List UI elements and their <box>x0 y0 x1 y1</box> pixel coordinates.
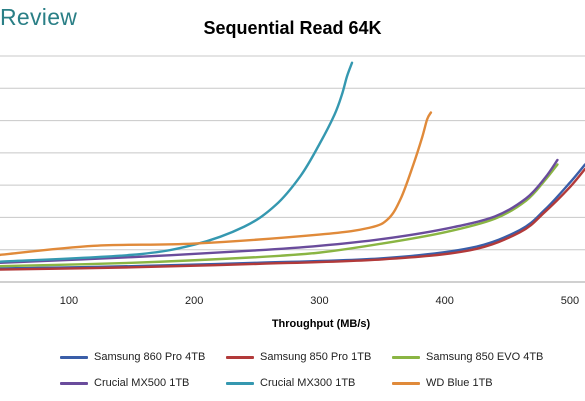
legend-row-1: Samsung 860 Pro 4TB Samsung 850 Pro 1TB … <box>60 344 580 370</box>
legend-swatch <box>60 355 88 359</box>
series-line-crucial-mx300-1tb <box>0 61 354 263</box>
legend-item-samsung-850-pro: Samsung 850 Pro 1TB <box>226 351 386 363</box>
x-tick-label: 300 <box>310 295 328 307</box>
legend-swatch <box>392 381 420 385</box>
series-lines <box>0 61 585 271</box>
chart-title: Sequential Read 64K <box>203 18 382 38</box>
legend-label: Crucial MX500 1TB <box>94 377 190 389</box>
x-axis-title: Throughput (MB/s) <box>272 318 371 330</box>
series-line-samsung-850-pro-1tb <box>0 167 585 271</box>
series-line-crucial-mx500-1tb <box>0 158 559 264</box>
x-tick-label: 400 <box>436 295 454 307</box>
legend-label: WD Blue 1TB <box>426 377 493 389</box>
legend-item-crucial-mx300: Crucial MX300 1TB <box>226 377 386 389</box>
legend-swatch <box>226 381 254 385</box>
grid-lines <box>0 55 585 283</box>
legend-label: Crucial MX300 1TB <box>260 377 356 389</box>
legend-swatch <box>392 355 420 359</box>
legend: Samsung 860 Pro 4TB Samsung 850 Pro 1TB … <box>60 344 580 396</box>
x-tick-label: 500 <box>561 295 579 307</box>
legend-item-samsung-860-pro: Samsung 860 Pro 4TB <box>60 351 220 363</box>
legend-label: Samsung 860 Pro 4TB <box>94 351 206 363</box>
series-line-samsung-850-evo-4tb <box>0 163 559 268</box>
x-tick-labels: 100 200 300 400 500 <box>60 295 579 307</box>
legend-label: Samsung 850 Pro 1TB <box>260 351 372 363</box>
legend-swatch <box>60 381 88 385</box>
legend-swatch <box>226 355 254 359</box>
legend-item-samsung-850-evo: Samsung 850 EVO 4TB <box>392 351 552 363</box>
x-tick-label: 100 <box>60 295 78 307</box>
legend-item-wd-blue: WD Blue 1TB <box>392 377 552 389</box>
x-tick-label: 200 <box>185 295 203 307</box>
brand-logo: Review <box>0 4 78 30</box>
series-line-wd-blue-1tb <box>0 111 433 257</box>
legend-item-crucial-mx500: Crucial MX500 1TB <box>60 377 220 389</box>
legend-row-2: Crucial MX500 1TB Crucial MX300 1TB WD B… <box>60 370 580 396</box>
legend-label: Samsung 850 EVO 4TB <box>426 351 544 363</box>
